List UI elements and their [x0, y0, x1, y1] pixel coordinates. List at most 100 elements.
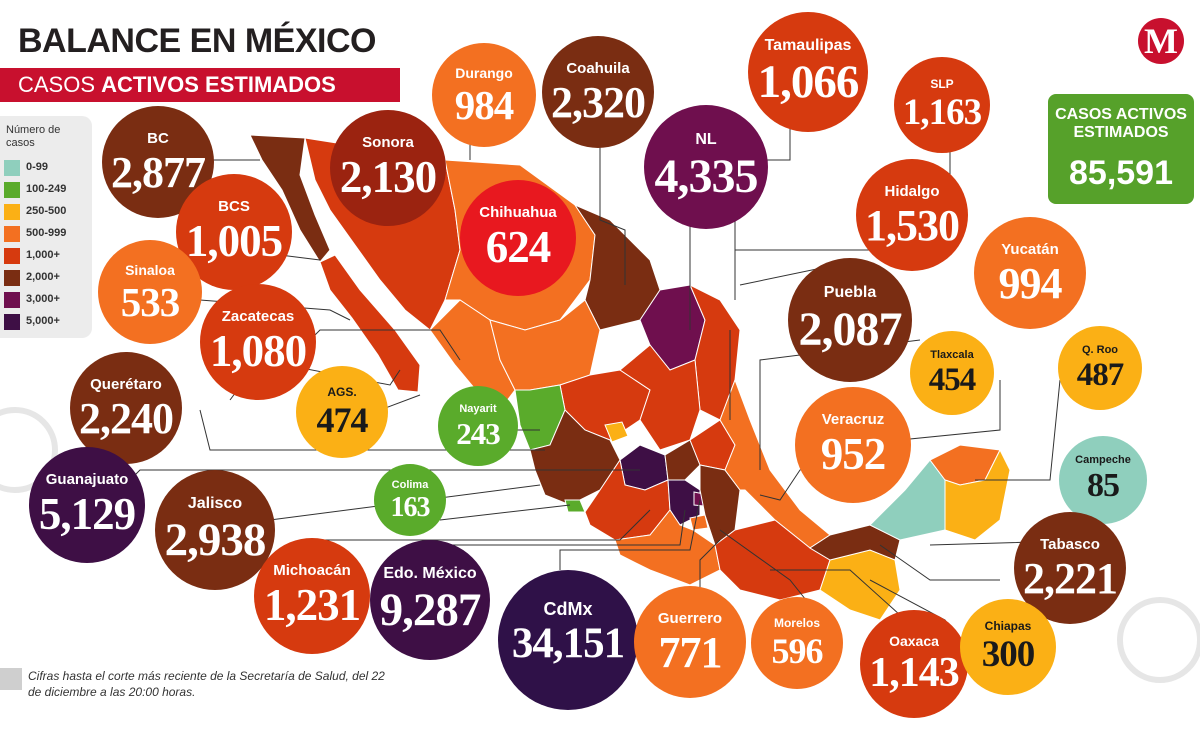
state-value: 2,320 — [551, 78, 646, 127]
leader-line — [439, 504, 571, 521]
state-value: 1,143 — [869, 650, 960, 696]
state-name: Puebla — [823, 284, 877, 301]
total-label: CASOS ACTIVOS ESTIMADOS — [1055, 106, 1187, 141]
leader-line — [879, 544, 1000, 581]
legend-item: 250-500 — [4, 202, 88, 222]
state-value: 1,231 — [263, 580, 361, 630]
legend-swatch — [4, 270, 20, 286]
region-coahuila — [573, 203, 661, 331]
state-value: 163 — [390, 492, 431, 523]
state-bubble-tlaxcala: Tlaxcala 454 — [910, 331, 994, 415]
state-name: Sinaloa — [125, 262, 175, 278]
state-value: 2,221 — [1023, 554, 1118, 603]
map-shapes — [249, 134, 1011, 621]
state-bubble-oaxaca: Oaxaca 1,143 — [860, 610, 968, 718]
region-slp — [619, 344, 701, 451]
state-bubble-puebla: Puebla 2,087 — [788, 258, 912, 382]
state-name: Sonora — [362, 134, 414, 151]
state-bubble-tamaulipas: Tamaulipas 1,066 — [748, 12, 868, 132]
state-bubble-yucatan: Yucatán 994 — [974, 217, 1086, 329]
legend-item: 100-249 — [4, 180, 88, 200]
state-bubble-nl: NL 4,335 — [644, 105, 768, 229]
state-bubble-michoacan: Michoacán 1,231 — [254, 538, 370, 654]
state-value: 474 — [316, 400, 369, 440]
legend-swatch — [4, 204, 20, 220]
state-bubble-guerrero: Guerrero 771 — [634, 586, 746, 698]
state-name: Jalisco — [187, 495, 243, 512]
state-name: Tlaxcala — [930, 349, 974, 361]
legend-label: 5,000+ — [26, 315, 60, 327]
state-bubble-sinaloa: Sinaloa 533 — [98, 240, 202, 344]
leader-line — [599, 145, 626, 285]
state-value: 2,877 — [111, 148, 206, 197]
legend-swatch — [4, 248, 20, 264]
state-name: NL — [695, 131, 717, 148]
state-value: 596 — [771, 631, 824, 671]
legend-label: 0-99 — [26, 161, 49, 173]
state-value: 85 — [1087, 467, 1120, 504]
virus-watermark-left — [0, 407, 58, 493]
state-value: 533 — [120, 279, 181, 325]
state-value: 1,005 — [185, 216, 283, 266]
region-colima — [564, 499, 586, 513]
state-value: 2,087 — [798, 303, 903, 356]
state-name: CdMx — [543, 599, 593, 619]
state-value: 243 — [456, 416, 501, 451]
state-value: 1,080 — [209, 326, 307, 376]
state-name: SLP — [930, 77, 954, 91]
state-value: 9,287 — [379, 584, 482, 636]
state-value: 994 — [998, 259, 1063, 308]
legend-title: Número de casos — [6, 124, 61, 149]
state-value: 4,335 — [654, 150, 759, 203]
legend-label: 100-249 — [26, 183, 67, 195]
state-bubble-edo-mexico: Edo. México 9,287 — [370, 540, 490, 660]
region-chiapas — [819, 549, 901, 621]
state-bubble-chiapas: Chiapas 300 — [960, 599, 1056, 695]
state-name: Nayarit — [459, 403, 497, 415]
state-name: Chiapas — [984, 619, 1032, 633]
state-value: 1,163 — [902, 92, 982, 133]
leader-line — [199, 409, 545, 451]
legend-item: 500-999 — [4, 224, 88, 244]
state-bubble-queretaro: Querétaro 2,240 — [70, 352, 182, 464]
state-value: 34,151 — [511, 620, 625, 667]
state-name: Guerrero — [657, 610, 723, 627]
state-name: Hidalgo — [884, 183, 940, 200]
state-value: 454 — [928, 362, 977, 398]
state-name: Edo. México — [383, 565, 477, 582]
state-name: Durango — [455, 65, 513, 81]
state-bubble-sonora: Sonora 2,130 — [330, 110, 446, 226]
state-bubble-nayarit: Nayarit 243 — [438, 386, 518, 466]
state-value: 2,938 — [164, 514, 267, 566]
state-value: 1,530 — [865, 201, 960, 250]
state-bubble-durango: Durango 984 — [432, 43, 536, 147]
state-name: Coahuila — [566, 60, 630, 77]
legend-label: 250-500 — [26, 205, 67, 217]
state-value: 5,129 — [38, 489, 136, 539]
virus-watermark-right — [1117, 597, 1200, 683]
state-value: 2,240 — [79, 394, 174, 443]
leader-line — [719, 529, 811, 606]
state-value: 624 — [485, 222, 552, 272]
state-name: Colima — [391, 479, 429, 491]
legend-item: 3,000+ — [4, 290, 88, 310]
legend-swatch — [4, 182, 20, 198]
state-name: Campeche — [1075, 454, 1131, 466]
legend-swatch — [4, 314, 20, 330]
state-bubble-guanajuato: Guanajuato 5,129 — [29, 447, 145, 563]
footnote-marker — [0, 668, 22, 690]
state-name: Michoacán — [273, 562, 351, 579]
legend-item: 2,000+ — [4, 268, 88, 288]
state-name: Oaxaca — [889, 633, 939, 649]
state-name: Veracruz — [821, 411, 885, 428]
state-name: Tabasco — [1040, 536, 1100, 553]
region-bc — [249, 134, 331, 263]
state-name: Q. Roo — [1081, 344, 1119, 356]
legend-item: 0-99 — [4, 158, 88, 178]
region-queretaro — [664, 439, 701, 481]
state-value: 2,130 — [339, 152, 437, 202]
state-bubble-hidalgo: Hidalgo 1,530 — [856, 159, 968, 271]
legend-swatch — [4, 292, 20, 308]
page-title: BALANCE EN MÉXICO — [18, 22, 376, 60]
